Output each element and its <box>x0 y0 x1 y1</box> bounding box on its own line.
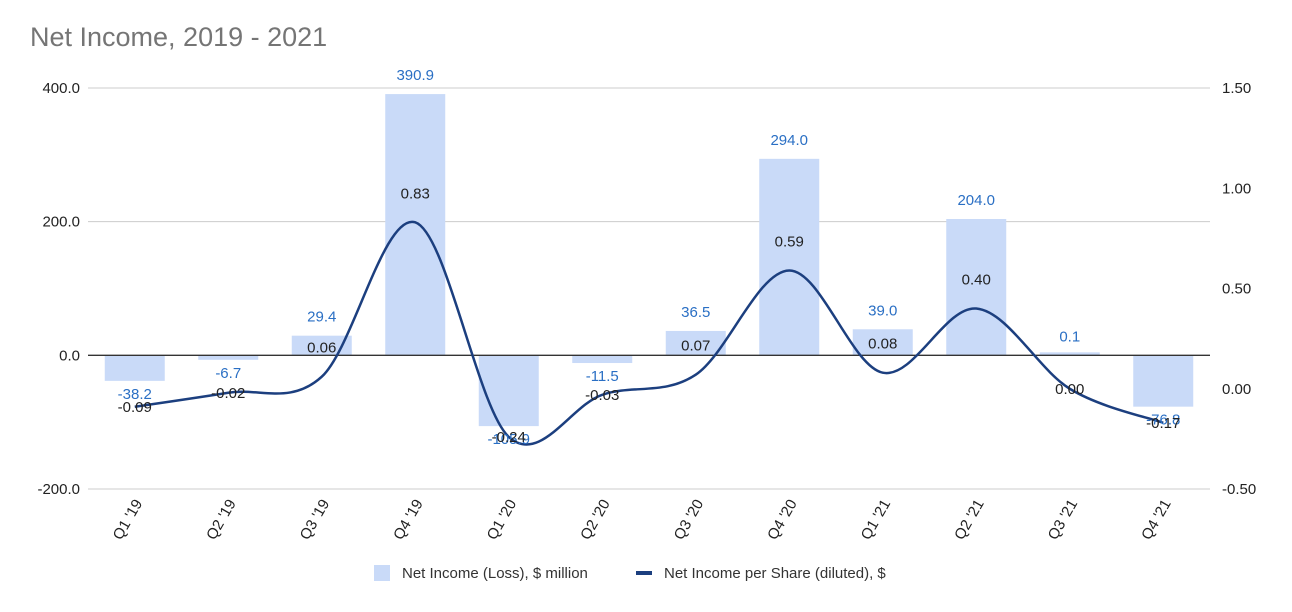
x-tick-label: Q4 '21 <box>1138 497 1175 543</box>
bar <box>1039 352 1100 356</box>
bar <box>198 355 259 360</box>
bar <box>385 94 446 356</box>
y-left-tick-label: -200.0 <box>37 481 80 498</box>
x-tick-label: Q1 '20 <box>484 497 521 543</box>
legend-line-label: Net Income per Share (diluted), $ <box>664 565 886 582</box>
line-value-label: -0.03 <box>585 387 619 404</box>
bar <box>478 355 539 427</box>
bar <box>1133 355 1194 407</box>
y-left-tick-label: 0.0 <box>59 347 80 364</box>
bar-series <box>104 94 1194 427</box>
bar-value-label: -6.7 <box>215 365 241 382</box>
x-tick-label: Q2 '20 <box>577 497 614 543</box>
x-tick-label: Q3 '20 <box>671 497 708 543</box>
legend-bar-swatch <box>374 565 390 581</box>
line-value-label: 0.59 <box>775 233 804 250</box>
y-right-tick-label: 0.50 <box>1222 281 1251 298</box>
x-tick-label: Q2 '19 <box>203 497 240 543</box>
x-tick-label: Q1 '19 <box>110 497 147 543</box>
bar <box>104 355 165 381</box>
line-value-label: -0.24 <box>492 429 526 446</box>
legend: Net Income (Loss), $ million Net Income p… <box>374 565 886 582</box>
line-value-label: -0.02 <box>211 385 245 402</box>
legend-bar-label: Net Income (Loss), $ million <box>402 565 588 582</box>
bar-value-label: 36.5 <box>681 304 710 321</box>
x-tick-label: Q4 '20 <box>764 497 801 543</box>
line-value-label: 0.07 <box>681 338 710 355</box>
bar-value-label: -105.9 <box>487 431 530 448</box>
y-left-tick-label: 200.0 <box>42 214 80 231</box>
bar-value-label: 39.0 <box>868 302 897 319</box>
axes: -200.0 0.0 200.0 400.0 -0.50 0.00 0.50 1.00 1.50… <box>37 80 1256 543</box>
bar <box>665 330 726 356</box>
bar <box>946 218 1007 356</box>
chart-title: Net Income, 2019 - 2021 <box>30 22 328 52</box>
legend-line-swatch <box>636 571 652 575</box>
line-value-label: 0.00 <box>1055 381 1084 398</box>
bar-value-label: 29.4 <box>307 309 336 326</box>
line-value-label: 0.06 <box>307 340 336 357</box>
line-value-label: 0.83 <box>401 185 430 202</box>
line-value-label: 0.08 <box>868 336 897 353</box>
bar-value-label: 390.9 <box>396 67 434 84</box>
bar <box>291 335 352 356</box>
line-series <box>134 220 1164 446</box>
y-left-tick-label: 400.0 <box>42 80 80 97</box>
line-value-label: -0.09 <box>118 399 152 416</box>
bar-value-label: 204.0 <box>957 192 995 209</box>
x-tick-label: Q2 '21 <box>951 497 988 543</box>
y-right-tick-label: 0.00 <box>1222 381 1251 398</box>
x-tick-label: Q1 '21 <box>858 497 895 543</box>
bar-value-label: -38.2 <box>118 386 152 403</box>
bar-value-label: -76.8 <box>1146 412 1180 429</box>
bar <box>852 329 913 356</box>
bar-value-label: 294.0 <box>770 132 808 149</box>
y-right-tick-label: -0.50 <box>1222 481 1256 498</box>
x-tick-label: Q3 '19 <box>297 497 334 543</box>
x-tick-label: Q3 '21 <box>1045 497 1082 543</box>
bar-value-label: 0.1 <box>1059 328 1080 345</box>
gridlines <box>88 87 1210 490</box>
bar <box>759 158 820 356</box>
bar <box>572 355 633 364</box>
data-labels: -38.2 -6.7 29.4 390.9 -105.9 -11.5 36.5 294.0 39… <box>118 67 1181 448</box>
y-right-tick-label: 1.00 <box>1222 180 1251 197</box>
line-path <box>134 220 1164 446</box>
y-right-tick-label: 1.50 <box>1222 80 1251 97</box>
bar-value-label: -11.5 <box>586 368 619 385</box>
line-value-label: -0.17 <box>1146 415 1180 432</box>
line-value-label: 0.40 <box>962 272 991 289</box>
x-tick-label: Q4 '19 <box>390 497 427 543</box>
